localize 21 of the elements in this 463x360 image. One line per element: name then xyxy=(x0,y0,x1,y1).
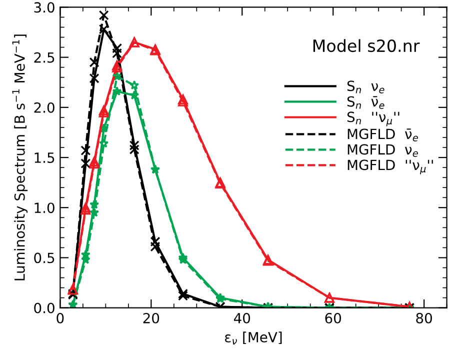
legend-label: MGFLD ν$_{e}$ xyxy=(348,144,418,157)
legend-label: S$_{n}$ ν̄$_{e}$ xyxy=(347,96,384,109)
x-tick-label: 60 xyxy=(325,312,341,324)
y-tick-label: 2.5 xyxy=(34,52,54,63)
x-tick-label: 20 xyxy=(143,312,160,324)
y-tick-label: 0.5 xyxy=(34,252,54,264)
y-tick-label: 2.0 xyxy=(34,102,54,113)
legend-label: S$_{n}$ ν$_{e}$ xyxy=(347,80,384,94)
legend-label: MGFLD ''ν$_{μ}$'' xyxy=(348,160,433,174)
x-tick-label: 40 xyxy=(234,312,250,324)
legend-label: S$_{n}$ ''ν$_{μ}$'' xyxy=(347,112,400,126)
x-axis-title: ε$_{ν}$ [MeV] xyxy=(225,332,282,344)
y-tick-label: 1.0 xyxy=(34,202,54,214)
y-tick-label: 1.5 xyxy=(34,152,54,163)
x-tick-label: 80 xyxy=(416,312,432,324)
y-axis-title: Luminosity Spectrum [B s$^{−1}$ MeV$^{−1}$] xyxy=(12,34,28,280)
annotation: Model s20.nr xyxy=(313,39,420,52)
x-tick-label: 0 xyxy=(56,312,64,324)
legend-label: MGFLD ν̄$_{e}$ xyxy=(348,128,418,142)
y-tick-label: 3.0 xyxy=(34,2,54,13)
y-tick-label: 0.0 xyxy=(34,302,54,314)
